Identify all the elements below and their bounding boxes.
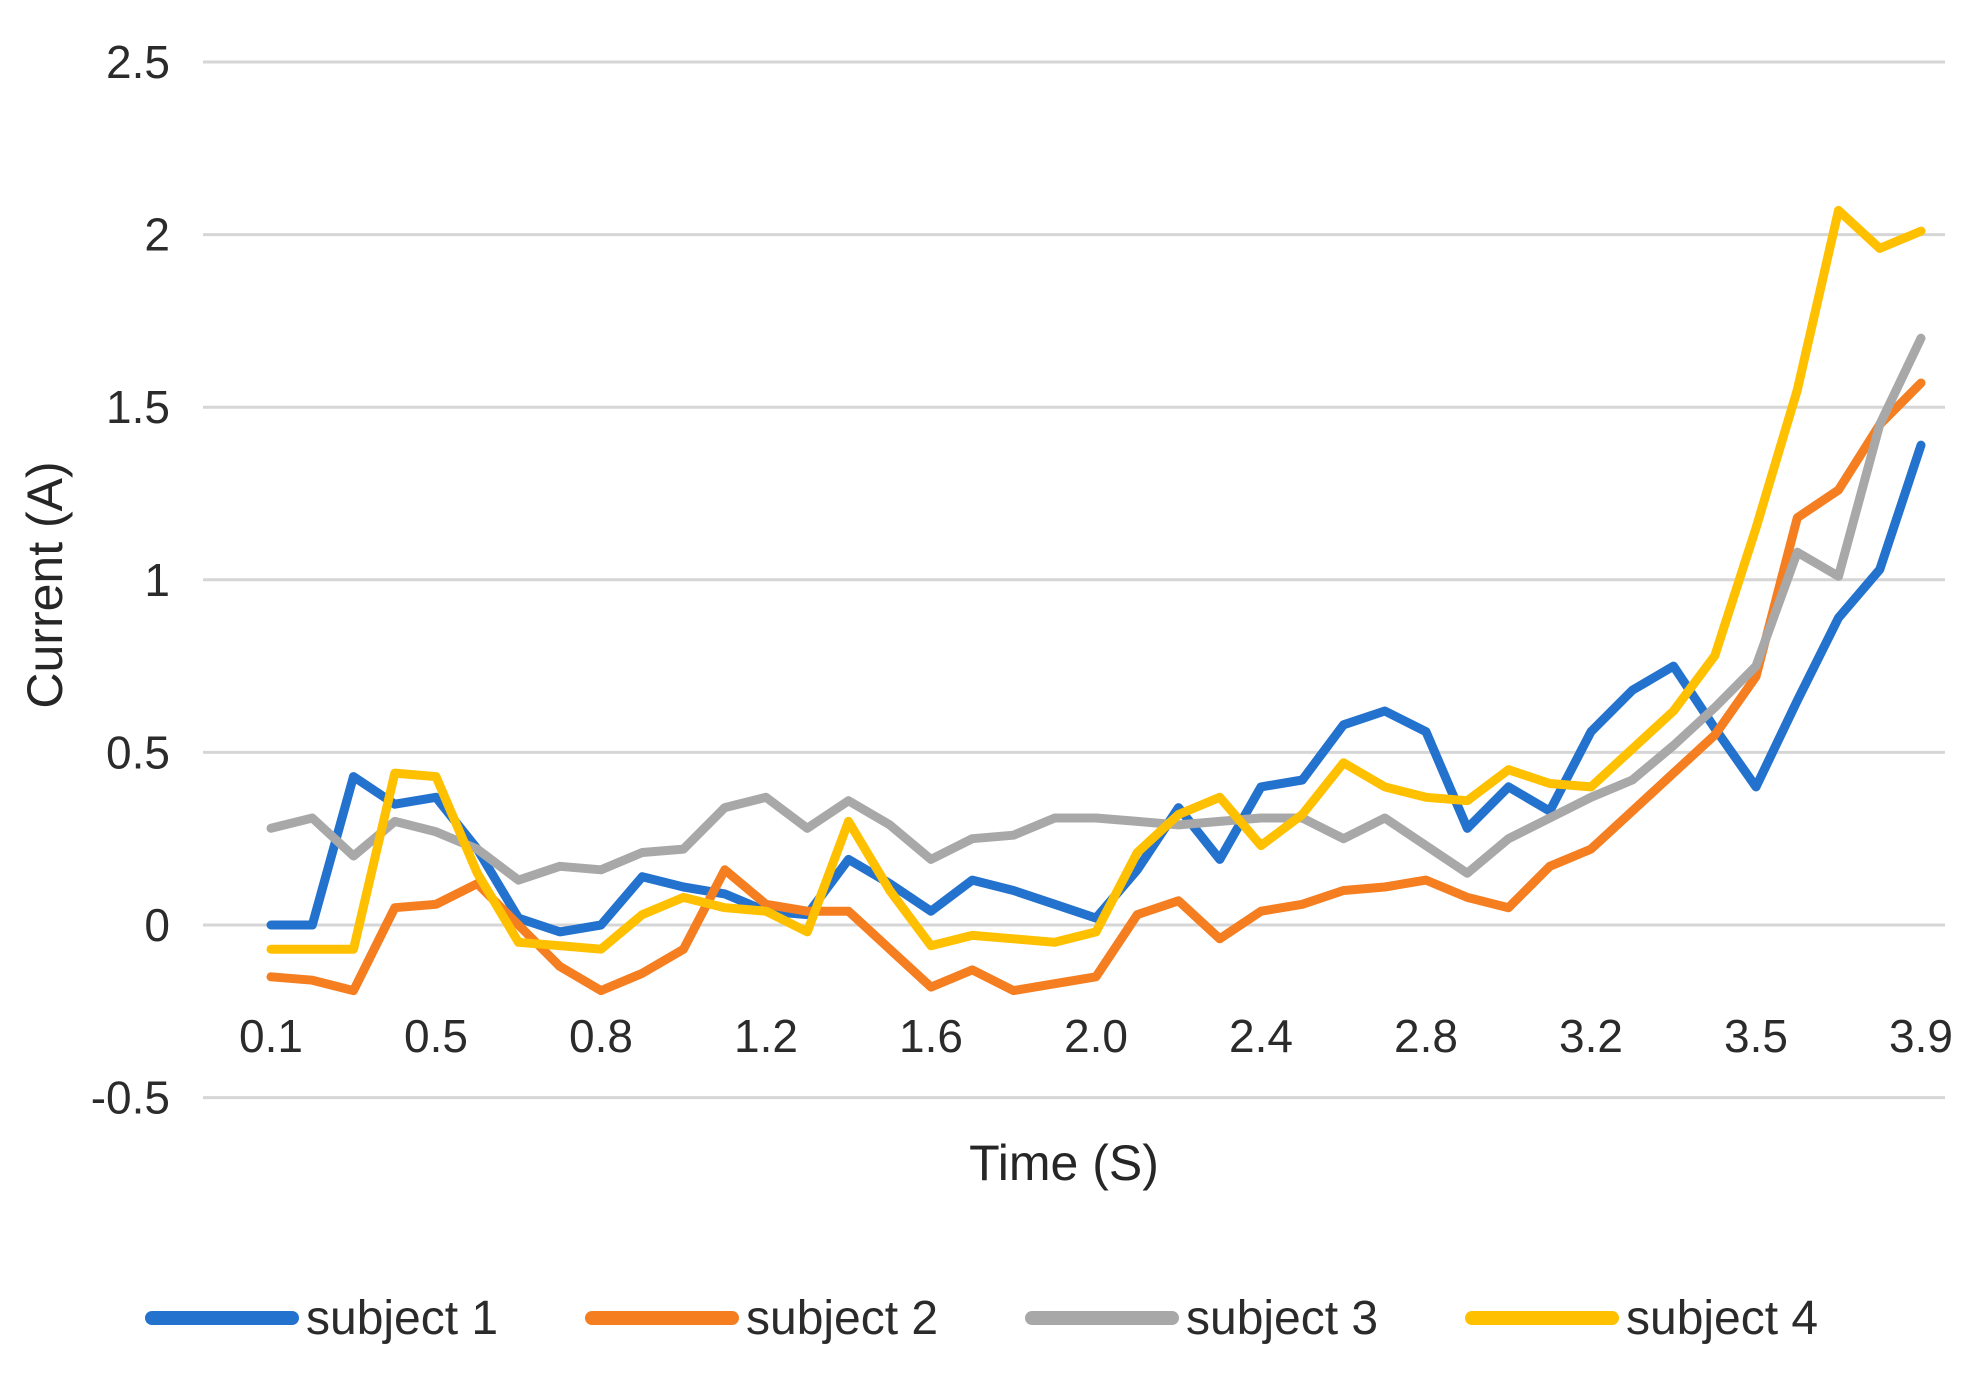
y-axis-title: Current (A)	[17, 461, 73, 708]
series-line-subject-3	[266, 333, 1926, 885]
x-tick-label: 2.0	[1064, 1010, 1128, 1062]
y-tick-label: -0.5	[91, 1072, 170, 1124]
series-line-subject-4	[266, 205, 1926, 954]
x-tick-label: 3.2	[1559, 1010, 1623, 1062]
y-tick-label: 1	[144, 554, 170, 606]
y-tick-label: 2	[144, 209, 170, 261]
x-tick-label: 1.2	[734, 1010, 798, 1062]
y-tick-label: 0	[144, 899, 170, 951]
legend-label: subject 3	[1186, 1292, 1378, 1345]
legend-label: subject 4	[1626, 1292, 1818, 1345]
y-tick-label: 0.5	[106, 726, 170, 778]
x-tick-label: 1.6	[899, 1010, 963, 1062]
series-line-subject-2	[266, 378, 1926, 996]
legend-label: subject 1	[306, 1292, 498, 1345]
x-axis-title: Time (S)	[969, 1135, 1159, 1191]
x-tick-label: 0.1	[239, 1010, 303, 1062]
x-tick-label: 2.4	[1229, 1010, 1293, 1062]
legend-label: subject 2	[746, 1292, 938, 1345]
x-tick-label: 3.5	[1724, 1010, 1788, 1062]
x-tick-label: 2.8	[1394, 1010, 1458, 1062]
x-tick-label: 0.5	[404, 1010, 468, 1062]
x-tick-label: 3.9	[1889, 1010, 1953, 1062]
y-tick-label: 2.5	[106, 36, 170, 88]
y-tick-label: 1.5	[106, 381, 170, 433]
x-tick-label: 0.8	[569, 1010, 633, 1062]
series-line-subject-1	[266, 440, 1926, 937]
